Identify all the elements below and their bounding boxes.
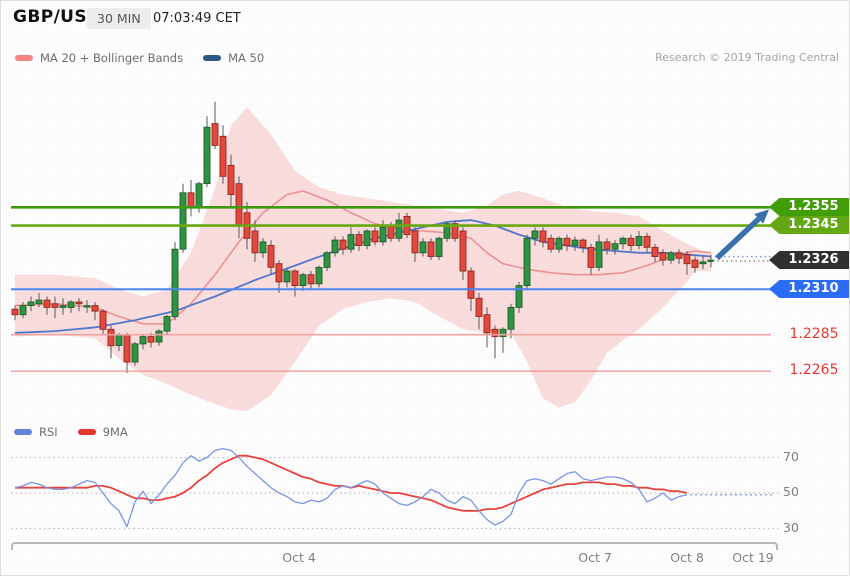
rsi-tick-70: 70 [783,449,799,464]
symbol-title: GBP/USD [13,7,102,27]
price-label-support-3: 1.2265 [789,362,839,378]
price-label-resistance-2: 1.2345 [769,216,849,234]
rsi-label: RSI [39,425,58,439]
attribution-text: Research © 2019 Trading Central [655,51,839,64]
price-label-last: 1.2326 [769,251,849,269]
candles [11,101,715,373]
trend-arrow-icon [715,209,769,261]
rsi-tick-50: 50 [783,484,799,499]
ma20-bollinger-label: MA 20 + Bollinger Bands [40,51,184,65]
x-axis-label-oct7: Oct 7 [578,550,612,565]
x-axis-bracket [11,542,778,550]
rsi-legend: RSI 9MA [14,425,128,439]
ma50-line [14,219,712,334]
price-label-support-1: 1.2310 [769,280,849,298]
ma50-label: MA 50 [228,51,265,65]
price-label-resistance-1: 1.2355 [769,198,849,216]
rsi-9ma-label: 9MA [102,425,128,439]
price-label-support-2: 1.2285 [789,326,839,342]
ma20-bollinger-swatch-icon [15,55,33,61]
bollinger-band-area [15,107,711,412]
timestamp: 07:03:49 CET [153,11,241,26]
timeframe-badge: 30 MIN [87,8,151,29]
x-axis-label-oct8: Oct 8 [670,550,704,565]
rsi-gridlines [11,456,779,530]
rsi-swatch-icon [14,429,32,435]
main-chart-legend: MA 20 + Bollinger Bands MA 50 [15,51,264,65]
x-axis-label-oct4: Oct 4 [282,550,316,565]
rsi-9ma-swatch-icon [77,429,96,435]
rsi-tick-30: 30 [783,520,799,535]
rsi-lines [14,447,773,528]
ma50-swatch-icon [203,55,222,61]
x-axis-label-oct19: Oct 19 [732,550,774,565]
price-level-lines [11,206,771,372]
